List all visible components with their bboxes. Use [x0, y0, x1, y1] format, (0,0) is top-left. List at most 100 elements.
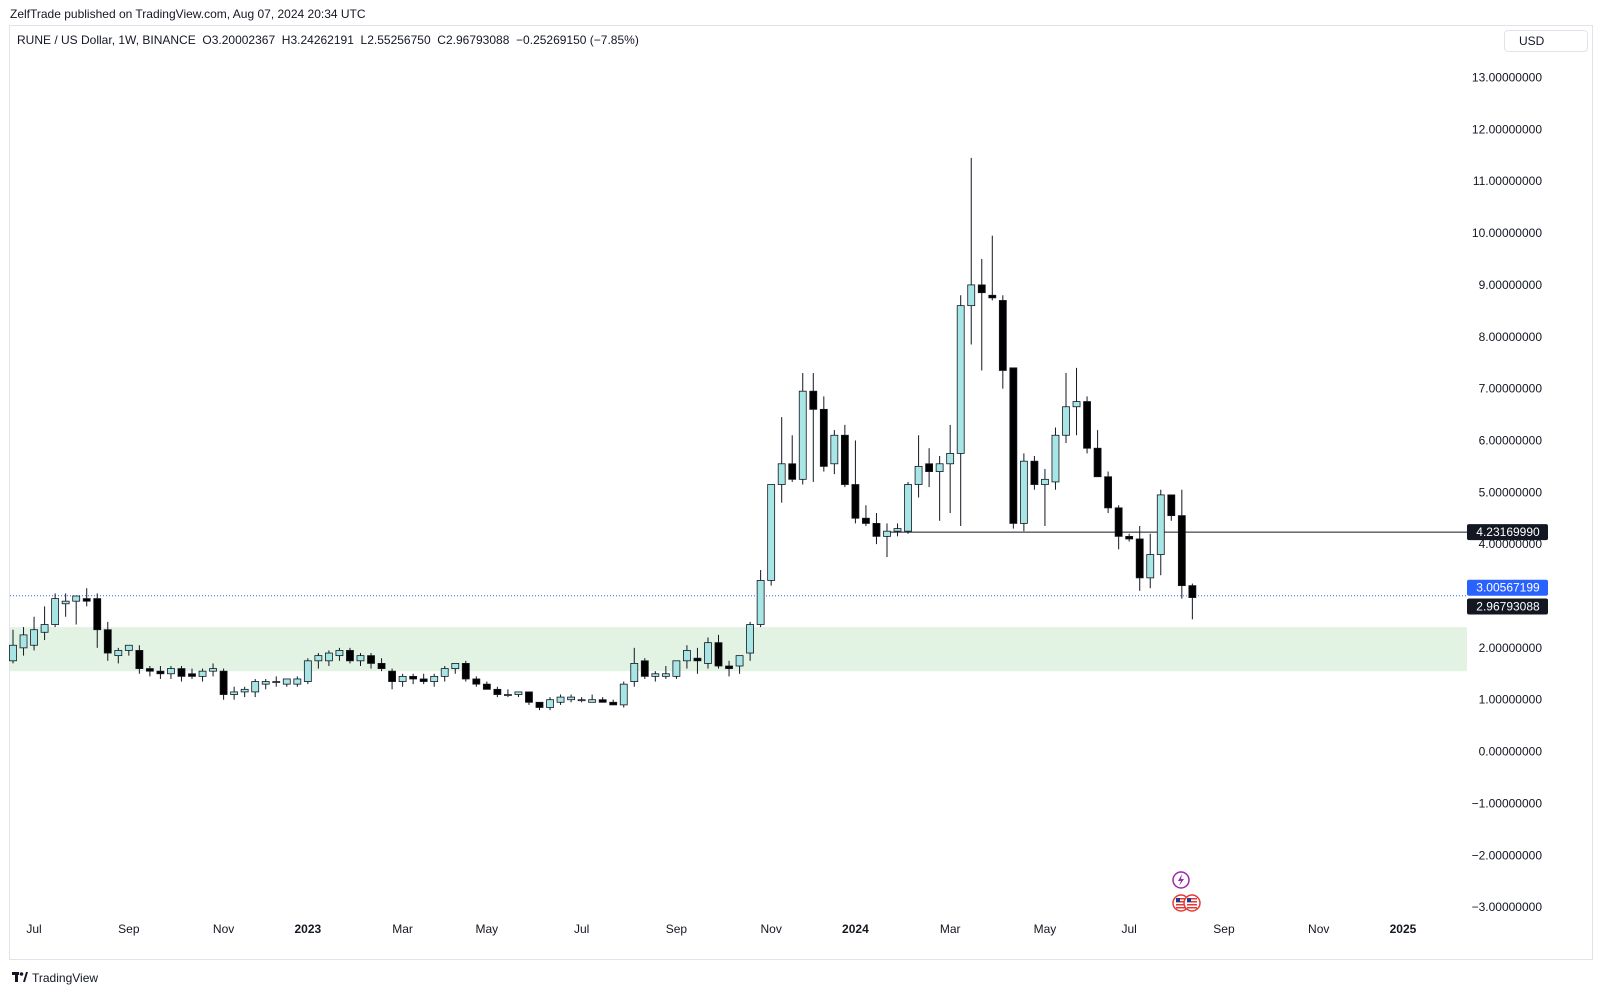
candle [598, 697, 607, 703]
x-tick-label: Sep [1213, 922, 1235, 936]
last-price-label-text: 2.96793088 [1476, 600, 1540, 614]
candle [30, 616, 38, 651]
candle [504, 689, 512, 698]
legend-change: −0.25269150 (−7.85%) [516, 33, 639, 47]
candle [946, 424, 955, 514]
candle [704, 637, 712, 669]
candle [872, 513, 881, 545]
candle-body [346, 650, 354, 662]
currency-button[interactable]: USD [1504, 30, 1588, 52]
candle-body [219, 670, 228, 695]
candle-body [914, 465, 923, 485]
y-tick-label: 1.00000000 [1479, 693, 1543, 707]
candle-body [1030, 460, 1039, 485]
legend-symbol: RUNE / US Dollar, 1W, BINANCE [17, 33, 196, 47]
candle [725, 660, 733, 677]
x-tick-label: 2025 [1390, 922, 1417, 936]
candle [767, 484, 776, 586]
candle [388, 668, 396, 690]
candle-body [188, 673, 196, 677]
candle-body [862, 517, 870, 524]
candle [72, 595, 81, 625]
candle [567, 694, 575, 703]
candle-body [367, 655, 375, 664]
x-tick-label: Jul [26, 922, 41, 936]
candle-body [419, 678, 428, 682]
legend-low: L2.55256750 [360, 33, 431, 47]
candle-body [788, 463, 797, 480]
candle [998, 295, 1007, 389]
candle-body [1114, 507, 1123, 537]
blue-line-price-label: 3.00567199 [1467, 579, 1548, 596]
candle-body [293, 678, 302, 685]
candle-body [525, 691, 533, 703]
candle [809, 373, 818, 482]
candle-body [82, 598, 91, 602]
candle [577, 697, 586, 703]
candle-body [230, 691, 239, 695]
candle-body [209, 668, 217, 672]
x-tick-label: 2023 [294, 922, 321, 936]
candle [1125, 533, 1134, 542]
candle [788, 435, 797, 482]
candle-body [851, 484, 860, 519]
candle [1135, 526, 1144, 591]
blue-line-price-label-bg [1467, 579, 1548, 596]
candle-body [398, 675, 407, 682]
last-price-label: 2.96793088 [1467, 598, 1548, 615]
candle [535, 701, 544, 711]
candle [840, 424, 849, 488]
candle [1083, 396, 1091, 454]
candle-body [1051, 434, 1060, 483]
candle [1062, 373, 1070, 444]
candle-body [1156, 494, 1165, 555]
candle-body [661, 673, 670, 677]
candle-body [451, 663, 460, 669]
candle [282, 678, 291, 687]
candle-body [767, 484, 776, 581]
candle-body [683, 650, 691, 662]
x-tick-label: May [476, 922, 499, 936]
candle-body [114, 650, 123, 657]
candle [1030, 456, 1039, 490]
candle-body [640, 660, 649, 677]
candle-body [1146, 554, 1155, 579]
candle-body [440, 668, 449, 677]
candle-body [1062, 406, 1070, 436]
y-tick-label: 9.00000000 [1479, 278, 1543, 292]
candle [883, 523, 891, 558]
candle-body [493, 688, 502, 695]
candle [735, 655, 744, 674]
candle [356, 653, 365, 666]
candle [314, 653, 323, 669]
candle [61, 593, 70, 617]
candle [798, 373, 807, 485]
candle-body [704, 642, 712, 664]
resistance-price-label: 4.23169990 [1467, 524, 1548, 541]
candle [935, 456, 944, 521]
candle [988, 235, 997, 301]
candle [167, 665, 175, 679]
candle-body [430, 675, 439, 682]
candle-body [9, 644, 17, 662]
candle-body [672, 660, 681, 677]
y-axis: 13.00000000 12.00000000 11.00000000 10.0000… [1472, 71, 1543, 915]
candle-body [51, 598, 60, 625]
candle-body [883, 530, 891, 537]
candle [251, 678, 260, 698]
y-tick-label: 4.00000000 [1479, 537, 1543, 551]
blue-line-price-label-text: 3.00567199 [1476, 581, 1540, 595]
candle [135, 645, 144, 674]
tradingview-brand[interactable]: TradingView [12, 970, 98, 985]
candle [324, 650, 333, 666]
candle [514, 691, 523, 698]
candle-body [1177, 515, 1186, 587]
candle-body [577, 699, 586, 702]
candle [777, 417, 786, 503]
candle-body [946, 453, 955, 465]
candle [124, 644, 133, 656]
candle-body [1019, 460, 1028, 524]
candle [367, 653, 375, 669]
candle [714, 634, 723, 669]
